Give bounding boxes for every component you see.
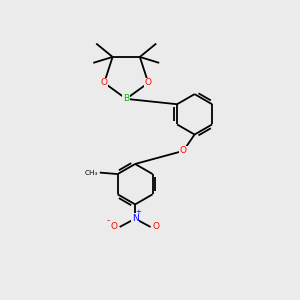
Text: CH₃: CH₃ [85,169,98,175]
Text: N: N [132,214,139,223]
Text: -: - [107,217,110,226]
Text: O: O [101,78,108,87]
Text: O: O [110,223,117,232]
Text: O: O [145,78,152,87]
Text: O: O [153,223,160,232]
Text: +: + [136,209,142,215]
Text: O: O [180,146,187,155]
Text: B: B [123,94,129,103]
